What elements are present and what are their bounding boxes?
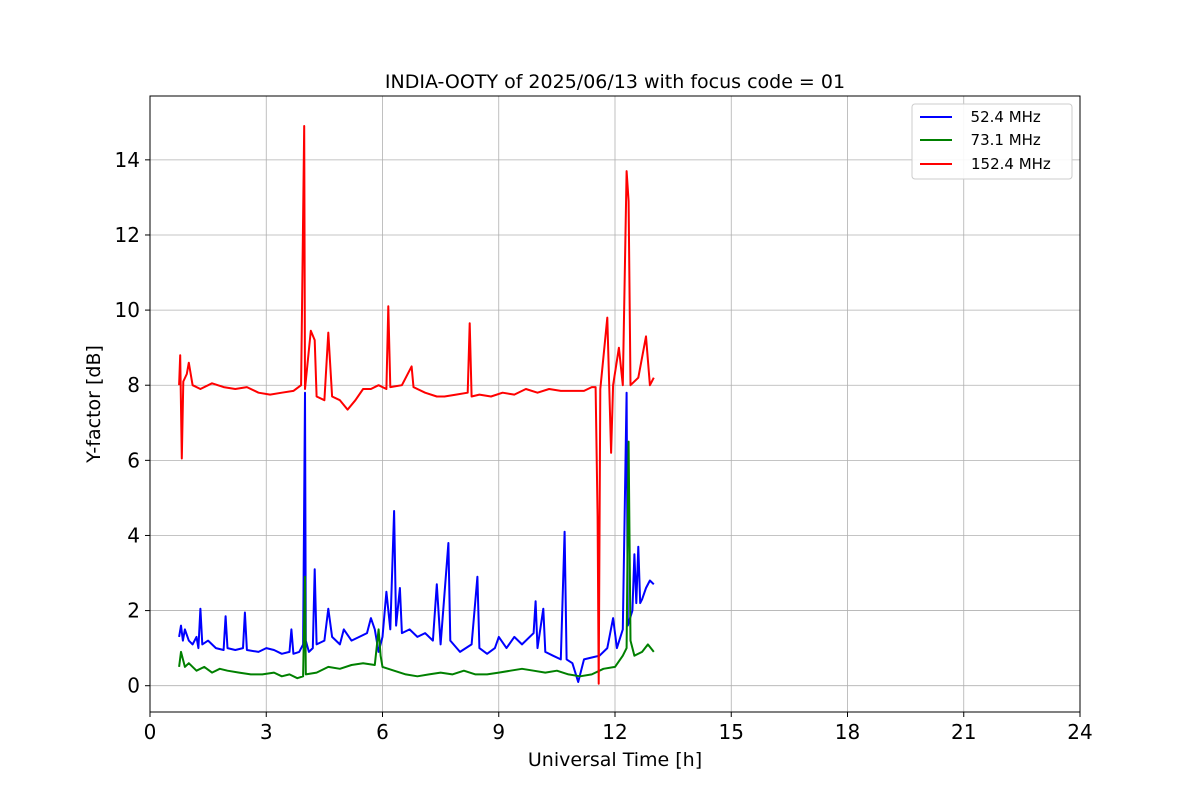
x-tick-label: 18 [835, 720, 860, 744]
legend-box [911, 103, 1073, 180]
series-line-52-4-mhz [178, 391, 655, 683]
y-tick-label: 0 [127, 674, 140, 698]
x-tick-label: 0 [144, 720, 157, 744]
chart-title: INDIA-OOTY of 2025/06/13 with focus code… [385, 71, 845, 93]
x-tick-label: 9 [492, 720, 505, 744]
series-lines [178, 125, 655, 685]
legend-label-152-4-mhz: 152.4 MHz [971, 155, 1051, 173]
y-tick-label: 14 [115, 148, 140, 172]
legend-label-52-4-mhz: 52.4 MHz [961, 108, 1041, 126]
legend-label-73-1-mhz: 73.1 MHz [961, 131, 1041, 149]
y-tick-label: 8 [127, 373, 140, 397]
x-tick-label: 12 [602, 720, 627, 744]
x-tick-label: 21 [951, 720, 976, 744]
y-axis-label: Y-factor [dB] [83, 345, 105, 464]
y-tick-label: 12 [115, 223, 140, 247]
grid [149, 96, 1081, 712]
x-axis-label: Universal Time [h] [528, 749, 702, 771]
series-line-152-4-mhz [178, 125, 655, 685]
y-tick-label: 2 [127, 599, 140, 623]
y-tick-label: 6 [127, 448, 140, 472]
x-tick-label: 3 [260, 720, 273, 744]
x-tick-label: 15 [719, 720, 744, 744]
y-tick-label: 4 [127, 523, 140, 547]
series-line-73-1-mhz [178, 440, 655, 680]
legend: 52.4 MHz 73.1 MHz 152.4 MHz [911, 103, 1073, 180]
y-tick-label: 10 [115, 298, 140, 322]
x-tick-label: 24 [1067, 720, 1092, 744]
x-tick-label: 6 [376, 720, 389, 744]
